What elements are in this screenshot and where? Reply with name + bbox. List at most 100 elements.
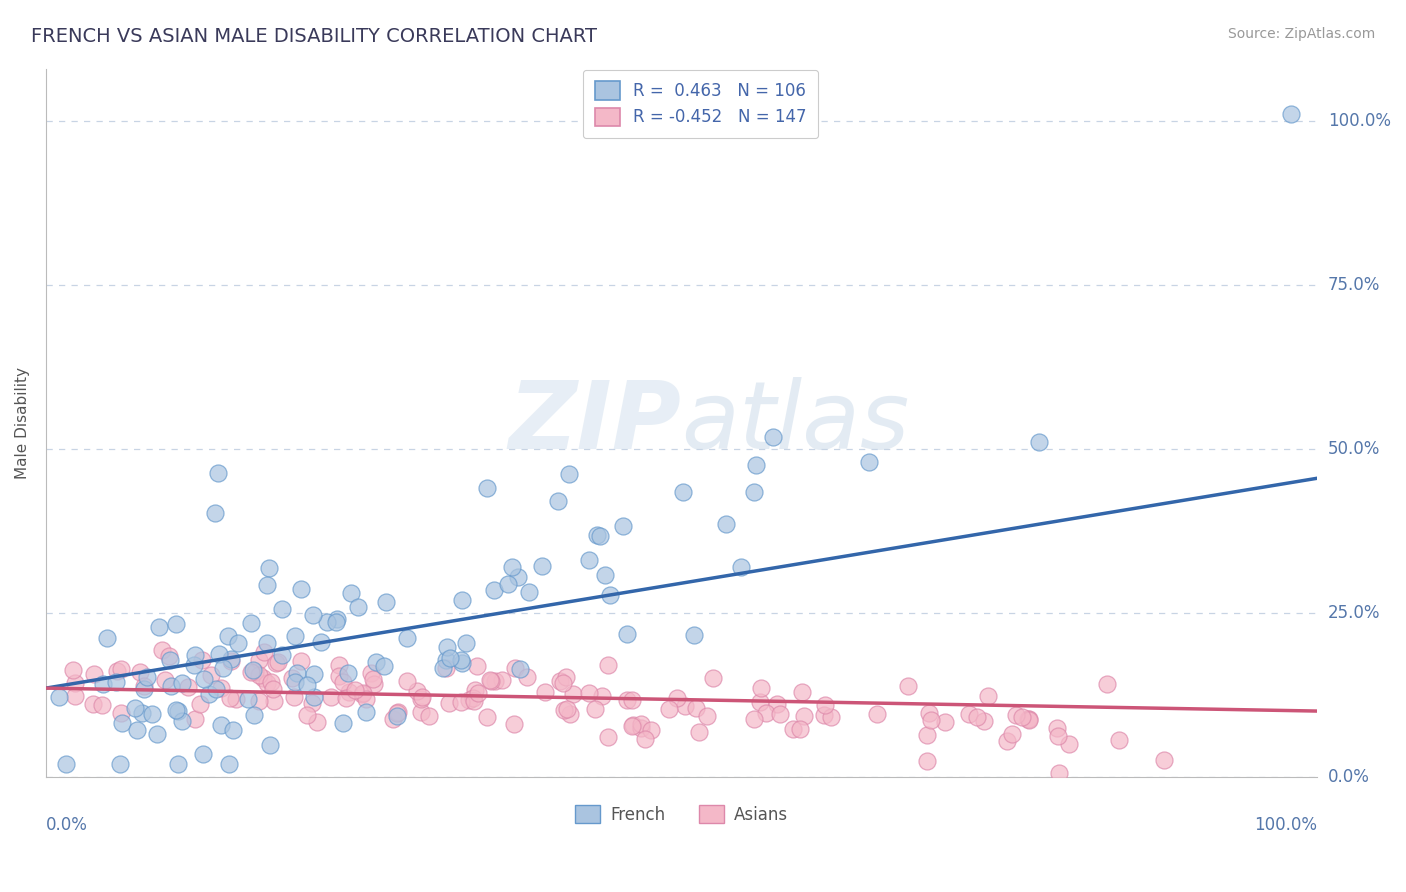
Point: [482, 583, 505, 598]
Point: [1005, 707, 1028, 722]
Point: [262, 681, 284, 696]
Point: [166, 756, 188, 771]
Point: [249, 694, 271, 708]
Point: [374, 595, 396, 609]
Point: [284, 629, 307, 643]
Point: [267, 655, 290, 669]
Point: [285, 666, 308, 681]
Point: [108, 756, 131, 771]
Point: [432, 661, 454, 675]
Point: [150, 642, 173, 657]
Point: [464, 683, 486, 698]
Point: [302, 667, 325, 681]
Point: [91, 698, 114, 712]
Point: [387, 709, 409, 723]
Point: [620, 719, 643, 733]
Point: [283, 690, 305, 705]
Point: [256, 676, 278, 690]
Point: [211, 660, 233, 674]
Point: [207, 466, 229, 480]
Point: [263, 694, 285, 708]
Point: [751, 681, 773, 696]
Point: [658, 701, 681, 715]
Point: [132, 681, 155, 696]
Point: [146, 726, 169, 740]
Point: [555, 702, 578, 716]
Point: [301, 697, 323, 711]
Point: [110, 662, 132, 676]
Point: [596, 658, 619, 673]
Point: [666, 691, 689, 706]
Point: [259, 738, 281, 752]
Point: [184, 712, 207, 726]
Point: [481, 674, 503, 689]
Point: [200, 667, 222, 681]
Point: [463, 694, 485, 708]
Point: [1001, 726, 1024, 740]
Point: [260, 675, 283, 690]
Point: [63, 690, 86, 704]
Point: [238, 691, 260, 706]
Point: [239, 665, 262, 679]
Point: [730, 560, 752, 574]
Point: [503, 661, 526, 675]
Point: [612, 518, 634, 533]
Point: [616, 693, 638, 707]
Point: [93, 677, 115, 691]
Point: [221, 723, 243, 737]
Point: [239, 616, 262, 631]
Point: [48, 690, 70, 704]
Point: [465, 659, 488, 673]
Point: [170, 675, 193, 690]
Point: [716, 517, 738, 532]
Point: [451, 656, 474, 670]
Point: [302, 690, 325, 704]
Point: [450, 653, 472, 667]
Point: [744, 484, 766, 499]
Text: 75.0%: 75.0%: [1329, 276, 1381, 293]
Point: [340, 586, 363, 600]
Point: [347, 600, 370, 615]
Point: [531, 558, 554, 573]
Point: [553, 703, 575, 717]
Point: [157, 649, 180, 664]
Point: [682, 628, 704, 642]
Point: [966, 710, 988, 724]
Text: FRENCH VS ASIAN MALE DISABILITY CORRELATION CHART: FRENCH VS ASIAN MALE DISABILITY CORRELAT…: [31, 27, 598, 45]
Point: [769, 706, 792, 721]
Point: [672, 485, 695, 500]
Point: [1017, 712, 1039, 726]
Point: [315, 615, 337, 629]
Point: [395, 674, 418, 689]
Point: [1097, 677, 1119, 691]
Point: [328, 657, 350, 672]
Point: [165, 616, 187, 631]
Point: [297, 707, 319, 722]
Point: [475, 710, 498, 724]
Point: [271, 648, 294, 663]
Point: [332, 674, 354, 689]
Point: [159, 653, 181, 667]
Point: [516, 670, 538, 684]
Point: [225, 691, 247, 706]
Point: [630, 717, 652, 731]
Point: [159, 679, 181, 693]
Point: [352, 687, 374, 701]
Point: [562, 687, 585, 701]
Point: [188, 697, 211, 711]
Point: [131, 706, 153, 720]
Text: 0.0%: 0.0%: [1329, 768, 1369, 786]
Point: [243, 665, 266, 679]
Point: [256, 577, 278, 591]
Point: [105, 675, 128, 690]
Point: [319, 690, 342, 704]
Point: [204, 506, 226, 520]
Point: [290, 582, 312, 596]
Point: [343, 683, 366, 698]
Point: [1047, 730, 1070, 744]
Point: [1108, 733, 1130, 747]
Point: [55, 756, 77, 771]
Point: [463, 691, 485, 706]
Point: [439, 651, 461, 665]
Point: [858, 455, 880, 469]
